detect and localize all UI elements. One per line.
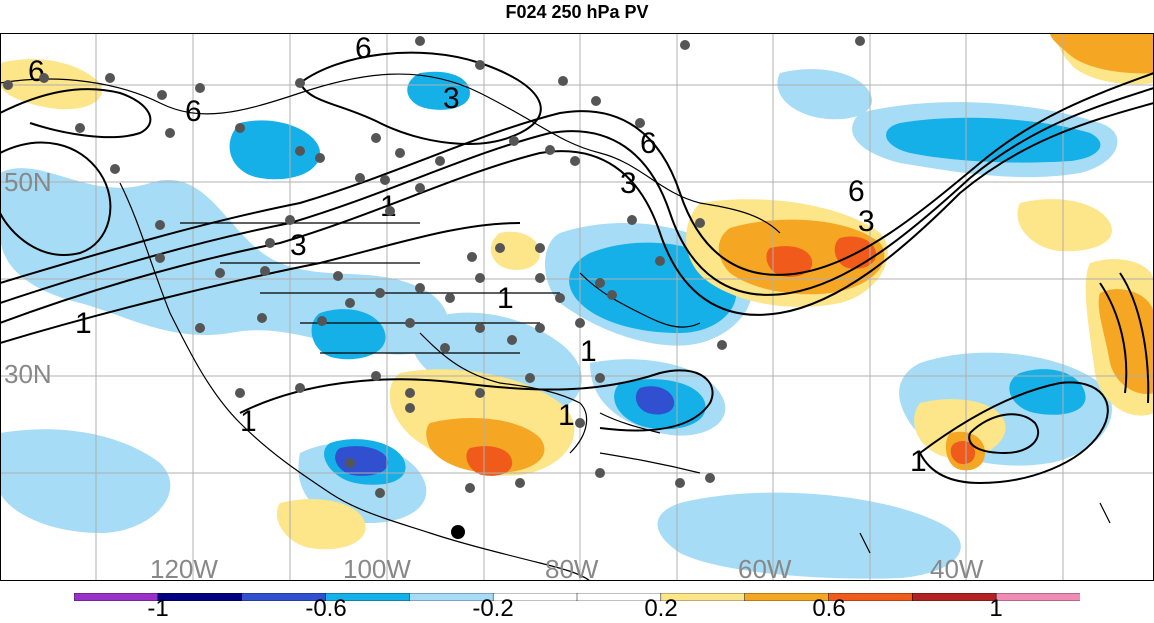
contour-label: 6 — [28, 55, 45, 88]
contour-label: 6 — [355, 33, 372, 65]
pv-shading — [0, 33, 1154, 579]
lat-label-50n: 50N — [4, 167, 52, 197]
colorbar-label: 0.2 — [644, 595, 678, 622]
contour-label: 1 — [580, 335, 597, 368]
colorbar-label: -1 — [147, 595, 169, 622]
colorbar-label: -0.6 — [305, 595, 347, 622]
contour-label: 1 — [497, 282, 514, 315]
contour-label: 1 — [910, 445, 927, 478]
pv-map: 6 6 6 3 3 6 3 1 1 1 1 1 6 3 1 1 — [0, 33, 1154, 581]
colorbar — [73, 588, 1081, 602]
colorbar-label: 0.6 — [812, 595, 846, 622]
lat-label-30n: 30N — [4, 359, 52, 389]
contour-label: 3 — [620, 167, 637, 200]
colorbar-swatch — [157, 592, 243, 602]
colorbar-swatch — [73, 592, 159, 602]
contour-label: 1 — [240, 405, 257, 438]
contour-label: 6 — [640, 127, 657, 160]
lon-label-60w: 60W — [738, 554, 792, 581]
contour-label: 6 — [185, 95, 202, 128]
lon-label-40w: 40W — [930, 554, 984, 581]
coastlines — [0, 73, 1111, 581]
contour-label: 3 — [858, 205, 875, 238]
map-title: F024 250 hPa PV — [505, 2, 649, 22]
station-markers — [3, 36, 865, 539]
graticule — [0, 33, 1154, 581]
colorbar-swatch — [995, 592, 1081, 602]
lon-label-120w: 120W — [150, 554, 218, 581]
contour-label: 1 — [75, 307, 92, 340]
lon-label-80w: 80W — [545, 554, 599, 581]
contour-label: 1 — [558, 399, 575, 432]
colorbar-swatches — [73, 592, 1081, 602]
contour-label: 3 — [290, 229, 307, 262]
colorbar-swatch — [912, 592, 997, 602]
contour-labels: 6 6 6 3 3 6 3 1 1 1 1 1 6 3 1 1 — [28, 33, 927, 478]
colorbar-label: -0.2 — [472, 595, 514, 622]
contour-label: 3 — [443, 82, 460, 115]
contour-label: 6 — [848, 175, 865, 208]
lon-label-100w: 100W — [343, 554, 411, 581]
colorbar-label: 1 — [989, 595, 1003, 622]
pv-contours — [0, 51, 1154, 485]
